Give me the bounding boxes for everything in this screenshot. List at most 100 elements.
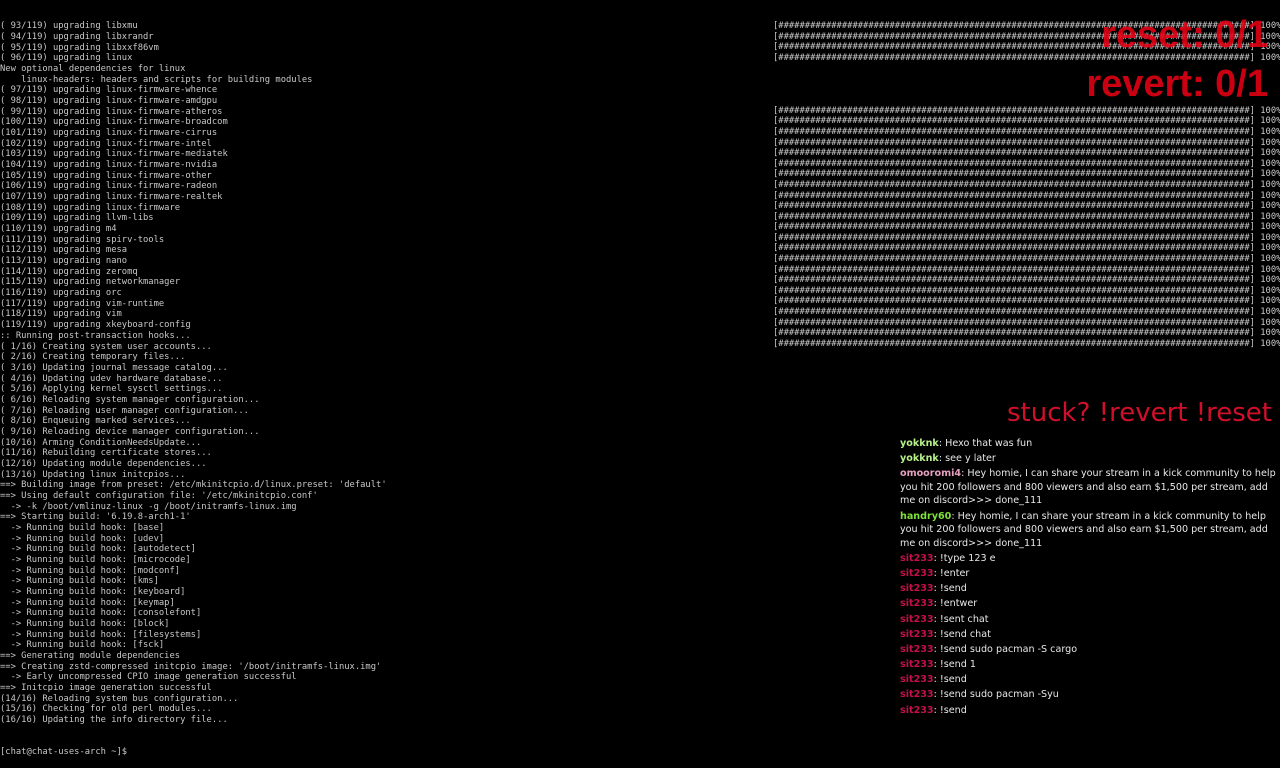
progress-bars: [#######################################…	[773, 0, 1280, 360]
chat-separator: :	[951, 510, 958, 522]
shell-prompt[interactable]: [chat@chat-uses-arch ~]$	[0, 747, 128, 758]
progress-percent: 100%	[1260, 148, 1280, 159]
progress-bar-track: [#######################################…	[773, 31, 1261, 42]
terminal-line: -> Early uncompressed CPIO image generat…	[0, 672, 297, 683]
terminal-line: -> Running build hook: [kms]	[0, 576, 159, 587]
progress-bar: [#######################################…	[773, 307, 1280, 318]
terminal-line: (115/119) upgrading networkmanager	[0, 277, 181, 288]
chat-message: sit233: !send	[900, 582, 1278, 596]
progress-percent: 100%	[1260, 232, 1280, 243]
progress-bar: [#######################################…	[773, 243, 1280, 254]
progress-bar-track: [#######################################…	[773, 211, 1261, 222]
chat-message: sit233: !send	[900, 704, 1278, 718]
progress-bar-track: [#######################################…	[773, 264, 1261, 275]
progress-bar-track: [#######################################…	[773, 307, 1261, 318]
terminal-line: (101/119) upgrading linux-firmware-cirru…	[0, 128, 218, 139]
progress-percent: 100%	[1260, 296, 1280, 307]
chat-username[interactable]: sit233	[900, 583, 934, 595]
progress-percent: 100%	[1260, 52, 1280, 63]
chat-username[interactable]: sit233	[900, 598, 934, 610]
progress-bar: [#######################################…	[773, 339, 1280, 350]
progress-group-2: [#######################################…	[773, 106, 1280, 350]
chat-username[interactable]: sit233	[900, 659, 934, 671]
chat-username[interactable]: sit233	[900, 704, 934, 716]
progress-bar: [#######################################…	[773, 265, 1280, 276]
terminal-output[interactable]: ( 93/119) upgrading libxmu( 94/119) upgr…	[0, 0, 770, 768]
terminal-line: -> Running build hook: [udev]	[0, 533, 165, 544]
progress-percent: 100%	[1260, 222, 1280, 233]
terminal-line: (117/119) upgrading vim-runtime	[0, 298, 165, 309]
progress-bar-track: [#######################################…	[773, 21, 1261, 32]
progress-bar: [#######################################…	[773, 148, 1280, 159]
progress-bar-track: [#######################################…	[773, 158, 1261, 169]
terminal-line: (108/119) upgrading linux-firmware	[0, 202, 181, 213]
chat-message: sit233: !enter	[900, 567, 1278, 581]
terminal-line: ==> Generating module dependencies	[0, 650, 181, 661]
terminal-line: (102/119) upgrading linux-firmware-intel	[0, 138, 212, 149]
terminal-line: (15/16) Checking for old perl modules...	[0, 704, 212, 715]
chat-message: yokknk: see y later	[900, 452, 1278, 466]
chat-username[interactable]: sit233	[900, 674, 934, 686]
chat-username[interactable]: yokknk	[900, 453, 939, 465]
progress-bar: [#######################################…	[773, 191, 1280, 202]
chat-username[interactable]: sit233	[900, 643, 934, 655]
progress-bar-track: [#######################################…	[773, 179, 1261, 190]
chat-message: sit233: !send 1	[900, 658, 1278, 672]
terminal-line: (16/16) Updating the info directory file…	[0, 715, 228, 726]
progress-percent: 100%	[1260, 169, 1280, 180]
stuck-hint: stuck? !revert !reset	[1007, 398, 1272, 428]
progress-bar-track: [#######################################…	[773, 52, 1261, 63]
terminal-line: (109/119) upgrading llvm-libs	[0, 213, 154, 224]
chat-separator: :	[933, 659, 940, 671]
terminal-line: ( 1/16) Creating system user accounts...	[0, 341, 212, 352]
terminal-line: ( 3/16) Updating journal message catalog…	[0, 362, 228, 373]
progress-bar-track: [#######################################…	[773, 190, 1261, 201]
progress-bar: [#######################################…	[773, 42, 1280, 53]
terminal-line: ( 93/119) upgrading libxmu	[0, 21, 138, 32]
terminal-line: (12/16) Updating module dependencies...	[0, 458, 207, 469]
progress-bar: [#######################################…	[773, 116, 1280, 127]
chat-username[interactable]: sit233	[900, 628, 934, 640]
chat-message: sit233: !sent chat	[900, 613, 1278, 627]
progress-percent: 100%	[1260, 190, 1280, 201]
chat-message: sit233: !type 123 e	[900, 552, 1278, 566]
terminal-lines: ( 93/119) upgrading libxmu( 94/119) upgr…	[0, 21, 770, 725]
progress-bar-track: [#######################################…	[773, 116, 1261, 127]
chat-text: Hey homie, I can share your stream in a …	[900, 468, 1276, 507]
progress-bar: [#######################################…	[773, 32, 1280, 43]
progress-percent: 100%	[1260, 126, 1280, 137]
terminal-line: (100/119) upgrading linux-firmware-broad…	[0, 117, 228, 128]
progress-percent: 100%	[1260, 338, 1280, 349]
chat-username[interactable]: handry60	[900, 510, 952, 522]
progress-bar: [#######################################…	[773, 275, 1280, 286]
progress-bar: [#######################################…	[773, 233, 1280, 244]
chat-separator: :	[938, 453, 946, 465]
chat-username[interactable]: yokknk	[900, 438, 939, 449]
chat-message: sit233: !send sudo pacman -Syu	[900, 688, 1278, 702]
progress-group-1: [#######################################…	[773, 21, 1280, 63]
chat-username[interactable]: sit233	[900, 689, 934, 701]
terminal-line: ( 9/16) Reloading device manager configu…	[0, 426, 260, 437]
terminal-line: (14/16) Reloading system bus configurati…	[0, 693, 239, 704]
progress-percent: 100%	[1260, 264, 1280, 275]
progress-percent: 100%	[1260, 179, 1280, 190]
terminal-line: ( 95/119) upgrading libxxf86vm	[0, 42, 159, 53]
chat-message: sit233: !send chat	[900, 628, 1278, 642]
terminal-line: -> Running build hook: [filesystems]	[0, 629, 202, 640]
chat-separator: :	[938, 438, 946, 449]
chat-username[interactable]: sit233	[900, 567, 934, 579]
chat-text: !send	[939, 583, 967, 595]
chat-text: !entwer	[939, 598, 978, 610]
terminal-line: -> Running build hook: [consolefont]	[0, 608, 202, 619]
progress-bar-track: [#######################################…	[773, 105, 1261, 116]
chat-username[interactable]: omooromi4	[900, 468, 962, 480]
reset-vote-counter: reset: 0/1	[1101, 14, 1268, 56]
terminal-line: ==> Using default configuration file: '/…	[0, 490, 318, 501]
chat-username[interactable]: sit233	[900, 552, 934, 564]
progress-bar-track: [#######################################…	[773, 275, 1261, 286]
terminal-line: (106/119) upgrading linux-firmware-radeo…	[0, 181, 218, 192]
terminal-line: ==> Building image from preset: /etc/mki…	[0, 480, 387, 491]
chat-username[interactable]: sit233	[900, 613, 934, 625]
progress-bar-track: [#######################################…	[773, 42, 1261, 53]
terminal-line: (118/119) upgrading vim	[0, 309, 122, 320]
